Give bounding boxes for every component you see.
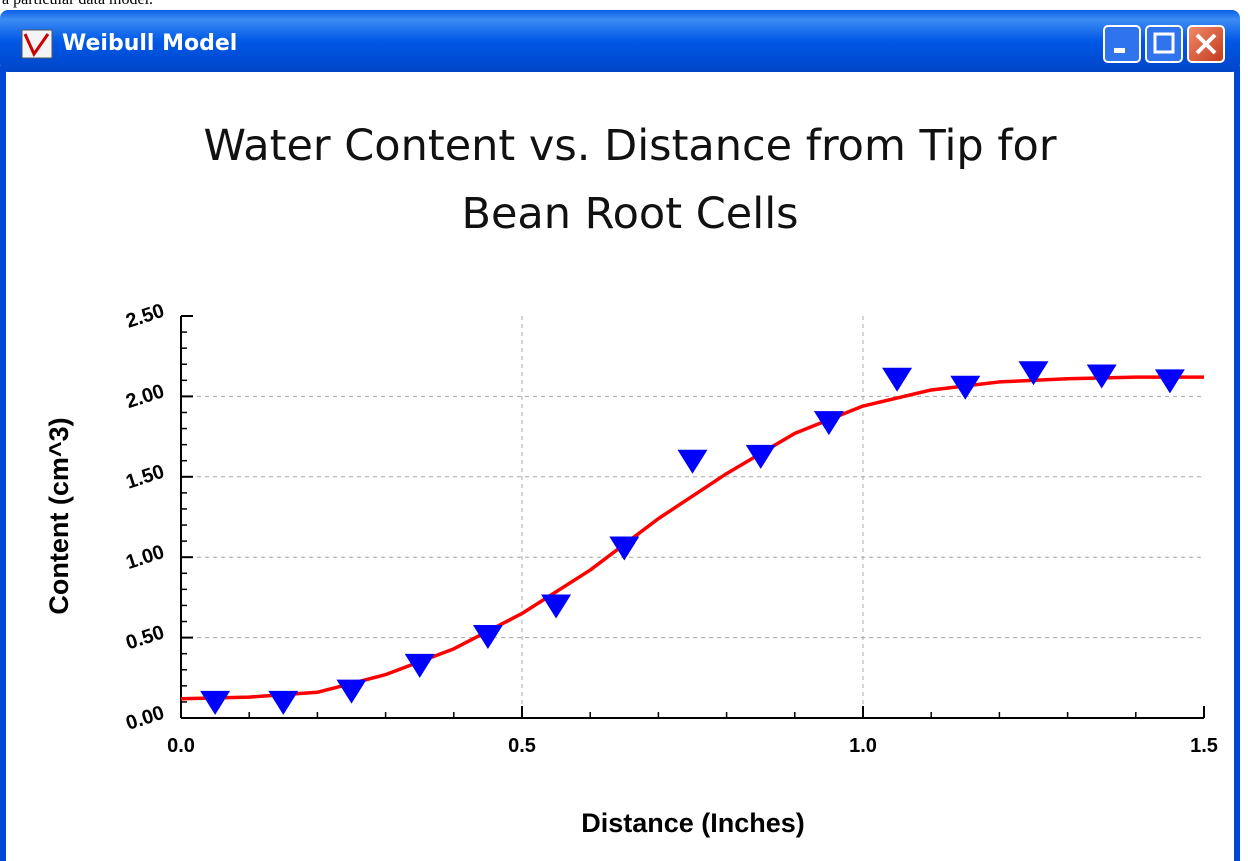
window-title: Weibull Model bbox=[62, 31, 237, 56]
app-icon bbox=[21, 29, 53, 59]
data-point bbox=[950, 375, 981, 400]
chart-title: Bean Root Cells bbox=[461, 189, 798, 239]
x-axis-title: Distance (Inches) bbox=[581, 808, 805, 838]
data-point bbox=[813, 411, 844, 436]
title-bar bbox=[0, 10, 1240, 72]
chart: Water Content vs. Distance from Tip for … bbox=[44, 121, 1218, 838]
data-point bbox=[1018, 361, 1049, 386]
page-text: a particular data model. bbox=[2, 0, 153, 8]
data-point bbox=[200, 690, 231, 715]
window-border-right bbox=[1234, 66, 1240, 861]
data-point bbox=[609, 536, 640, 561]
data-point bbox=[745, 444, 776, 469]
data-point bbox=[268, 690, 299, 715]
x-tick-label: 1.5 bbox=[1190, 735, 1218, 757]
data-point bbox=[882, 367, 913, 392]
data-point bbox=[1086, 364, 1117, 389]
close-button[interactable] bbox=[1187, 25, 1225, 63]
x-tick-label: 0.0 bbox=[167, 735, 195, 757]
y-axis-title: Content (cm^3) bbox=[44, 417, 74, 614]
data-point bbox=[1154, 369, 1185, 394]
window-border-left bbox=[0, 66, 6, 861]
data-point bbox=[541, 594, 572, 619]
chart-title: Water Content vs. Distance from Tip for bbox=[203, 121, 1056, 171]
window-body bbox=[6, 72, 1234, 861]
minimize-button[interactable] bbox=[1103, 25, 1141, 63]
x-tick-label: 0.5 bbox=[508, 735, 536, 757]
data-point bbox=[472, 624, 503, 649]
data-point bbox=[404, 653, 435, 678]
data-point bbox=[336, 679, 367, 704]
x-tick-label: 1.0 bbox=[849, 735, 877, 757]
data-point bbox=[677, 449, 708, 474]
maximize-button[interactable] bbox=[1145, 25, 1183, 63]
